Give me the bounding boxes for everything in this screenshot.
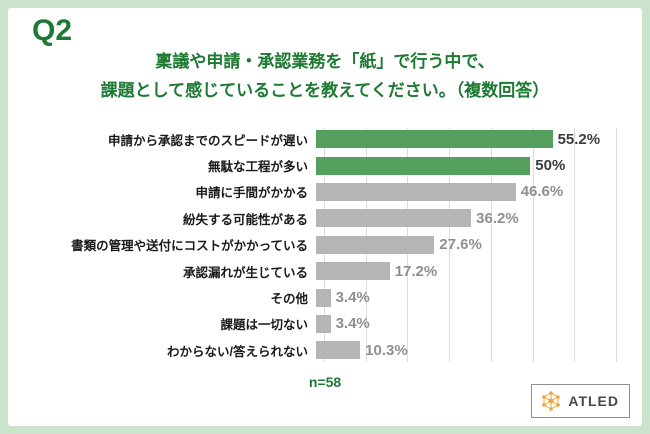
bar-value-label: 50% bbox=[535, 157, 566, 175]
bar-row: 書類の管理や送付にコストがかかっている 27.6% bbox=[36, 232, 616, 258]
bar-value-label: 3.4% bbox=[335, 315, 370, 333]
bar bbox=[316, 130, 553, 149]
chart-title-line2: 課題として感じていることを教えてください。（複数回答） bbox=[100, 80, 550, 100]
bar bbox=[316, 156, 531, 175]
bar-track: 3.4% bbox=[316, 314, 616, 333]
bar-track: 27.6% bbox=[316, 235, 616, 254]
bar-chart: 申請から承認までのスピードが遅い 55.2% 無駄な工程が多い 50% 申請に手間がかか… bbox=[36, 126, 617, 364]
bar-track: 55.2% bbox=[316, 130, 616, 149]
bar bbox=[316, 182, 516, 201]
bar-category-label: 書類の管理や送付にコストがかかっている bbox=[71, 239, 308, 254]
bar-row: 無駄な工程が多い 50% bbox=[36, 152, 616, 178]
bar-value-label: 10.3% bbox=[365, 341, 408, 359]
bar-row: 承認漏れが生じている 17.2% bbox=[36, 258, 616, 284]
bar-row: 申請から承認までのスピードが遅い 55.2% bbox=[36, 126, 616, 152]
bar-track: 36.2% bbox=[316, 209, 616, 228]
bar-category-label: わからない/答えられない bbox=[167, 344, 308, 359]
bar bbox=[316, 209, 472, 228]
bar-value-label: 17.2% bbox=[394, 262, 438, 280]
bar-track: 10.3% bbox=[316, 341, 616, 360]
atled-logo-text: ATLED bbox=[568, 393, 619, 409]
atled-logo: ATLED bbox=[531, 384, 630, 418]
survey-card: Q2 稟議や申請・承認業務を「紙」で行う中で、 課題として感じていることを教えて… bbox=[8, 8, 642, 426]
bar bbox=[316, 288, 331, 307]
question-number: Q2 bbox=[32, 14, 73, 47]
bar-value-label: 3.4% bbox=[335, 289, 370, 307]
bar-category-label: 申請から承認までのスピードが遅い bbox=[107, 133, 308, 148]
bar-value-label: 46.6% bbox=[520, 183, 564, 201]
bar-value-label: 36.2% bbox=[476, 209, 519, 227]
sample-size-label: n=58 bbox=[308, 374, 342, 390]
bar-category-label: 課題は一切ない bbox=[220, 318, 308, 333]
bar-row: わからない/答えられない 10.3% bbox=[36, 337, 616, 363]
bar-row: 紛失する可能性がある 36.2% bbox=[36, 205, 616, 231]
gridline bbox=[449, 128, 451, 362]
bar-row: 申請に手間がかかる 46.6% bbox=[36, 179, 616, 205]
bar bbox=[316, 341, 361, 360]
gridline bbox=[490, 128, 492, 362]
bar-row: その他 3.4% bbox=[36, 284, 616, 310]
bar bbox=[316, 314, 331, 333]
bar-category-label: 申請に手間がかかる bbox=[195, 186, 308, 201]
molecule-dots-icon bbox=[540, 390, 562, 412]
bar-track: 17.2% bbox=[316, 262, 616, 281]
bar-category-label: その他 bbox=[270, 292, 308, 307]
bar bbox=[316, 235, 435, 254]
bar-value-label: 27.6% bbox=[439, 236, 482, 254]
gridline bbox=[616, 128, 617, 362]
bar-category-label: 紛失する可能性がある bbox=[182, 212, 308, 227]
bar-category-label: 無駄な工程が多い bbox=[207, 160, 308, 175]
gridline bbox=[532, 128, 534, 362]
bar-value-label: 55.2% bbox=[557, 130, 601, 148]
chart-title-line1: 稟議や申請・承認業務を「紙」で行う中で、 bbox=[155, 52, 495, 71]
bar-track: 46.6% bbox=[316, 182, 616, 201]
bar bbox=[316, 262, 390, 281]
chart-title: 稟議や申請・承認業務を「紙」で行う中で、 課題として感じていることを教えてくださ… bbox=[8, 48, 642, 106]
bar-category-label: 承認漏れが生じている bbox=[182, 265, 308, 280]
bar-track: 3.4% bbox=[316, 288, 616, 307]
bar-row: 課題は一切ない 3.4% bbox=[36, 311, 616, 337]
gridline bbox=[574, 128, 576, 362]
bar-track: 50% bbox=[316, 156, 616, 175]
